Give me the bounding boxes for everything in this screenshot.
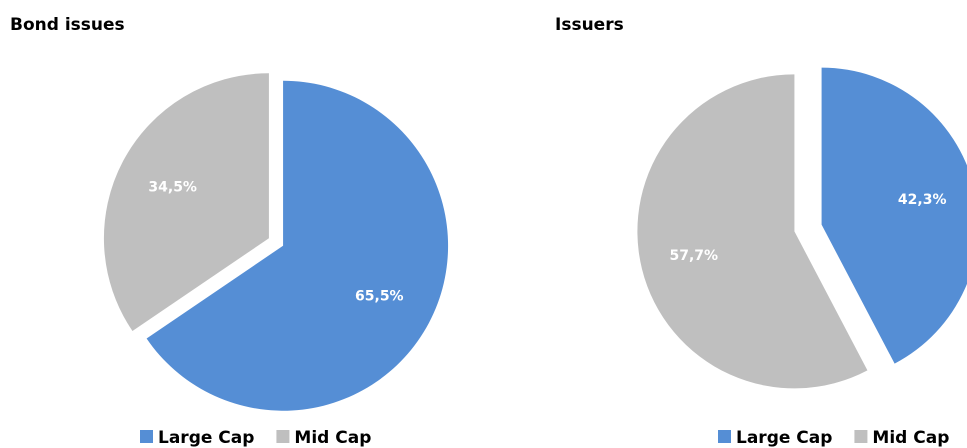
pie-slice	[146, 80, 449, 411]
legend-swatch	[854, 430, 868, 443]
data-label: 42,3%	[898, 192, 947, 208]
legend-label: Mid Cap	[294, 428, 371, 448]
legend-label: Mid Cap	[872, 428, 949, 448]
legend-swatch	[276, 430, 290, 443]
data-label: 65,5%	[355, 289, 404, 305]
chart-title: Bond issues	[10, 15, 125, 35]
legend-swatch	[718, 430, 731, 443]
data-label: 57,7%	[670, 248, 719, 264]
chart-title: Issuers	[555, 15, 624, 35]
legend-label: Large Cap	[158, 428, 254, 448]
legend-swatch	[140, 430, 153, 443]
pie-slice	[637, 74, 868, 389]
data-label: 34,5%	[148, 179, 197, 195]
legend-label: Large Cap	[736, 428, 832, 448]
pie-slice	[103, 73, 269, 332]
pie-slice	[821, 67, 967, 364]
